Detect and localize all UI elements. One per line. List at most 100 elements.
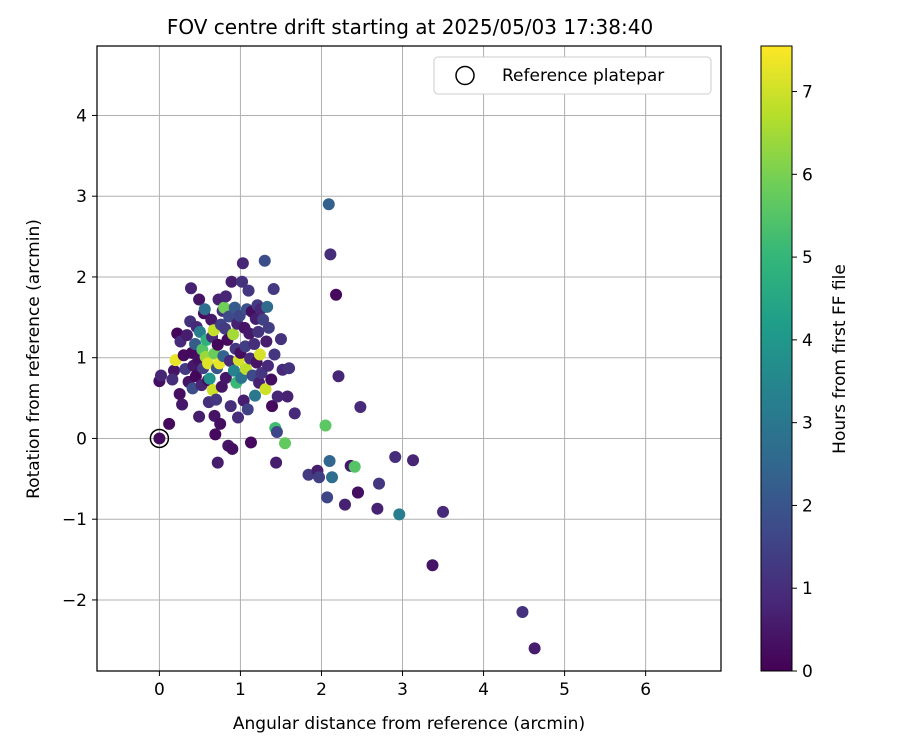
- data-point: [248, 337, 261, 350]
- data-point: [244, 436, 257, 449]
- data-point: [232, 411, 245, 424]
- data-point: [189, 370, 202, 383]
- data-point: [351, 486, 364, 499]
- chart-title: FOV centre drift starting at 2025/05/03 …: [167, 15, 653, 39]
- data-point: [371, 502, 384, 515]
- data-point: [283, 362, 296, 375]
- data-point: [167, 364, 180, 377]
- data-point: [243, 327, 256, 340]
- y-tick-label: 4: [76, 106, 87, 126]
- data-point: [323, 455, 336, 468]
- data-point: [319, 419, 332, 432]
- x-tick-label: 4: [478, 680, 489, 700]
- data-point: [176, 398, 189, 411]
- data-point: [166, 373, 179, 386]
- data-point: [270, 425, 283, 438]
- data-point: [262, 321, 275, 334]
- data-point: [271, 390, 284, 403]
- x-tick-label: 5: [559, 680, 570, 700]
- data-point: [226, 442, 239, 455]
- x-axis-ticks: 0 1 2 3 4 5 6: [154, 671, 651, 700]
- data-point: [393, 508, 406, 521]
- data-point: [205, 313, 218, 326]
- data-point: [265, 373, 278, 386]
- data-point: [225, 275, 238, 288]
- data-point: [281, 390, 294, 403]
- x-tick-label: 3: [397, 680, 408, 700]
- data-point: [324, 248, 337, 261]
- data-point: [163, 417, 176, 430]
- data-point: [268, 348, 281, 361]
- data-point: [321, 491, 334, 504]
- data-point: [219, 290, 232, 303]
- data-point: [236, 275, 249, 288]
- data-point: [332, 370, 345, 383]
- grid: [97, 46, 721, 671]
- colorbar-tick-label: 1: [802, 579, 813, 599]
- data-point: [193, 293, 206, 306]
- data-point: [338, 498, 351, 511]
- colorbar: 0 1 2 3 4 5 6 7 Hours from first FF file: [760, 45, 850, 682]
- data-point: [224, 400, 237, 413]
- y-tick-label: 1: [76, 349, 87, 369]
- data-point: [185, 282, 198, 295]
- data-point: [236, 257, 249, 270]
- data-point: [426, 559, 439, 572]
- data-point: [407, 454, 420, 467]
- colorbar-gradient: [760, 45, 793, 672]
- x-tick-label: 2: [316, 680, 327, 700]
- data-point: [389, 451, 402, 464]
- data-point: [267, 283, 280, 296]
- data-point: [155, 369, 168, 382]
- legend-label: Reference platepar: [502, 66, 664, 86]
- data-point: [326, 471, 339, 484]
- y-axis-label: Rotation from reference (arcmin): [24, 219, 44, 499]
- data-point: [242, 284, 255, 297]
- data-point: [210, 393, 223, 406]
- data-point: [348, 460, 361, 473]
- data-point: [173, 388, 186, 401]
- data-point: [218, 301, 231, 314]
- legend-marker-open-circle: [455, 65, 475, 86]
- y-tick-label: 3: [76, 187, 87, 207]
- colorbar-tick-label: 2: [802, 496, 813, 516]
- y-tick-label: 0: [76, 429, 87, 449]
- y-axis-ticks: −2 −1 0 1 2 3 4: [62, 106, 97, 611]
- colorbar-tick-label: 4: [802, 331, 813, 351]
- data-point: [274, 333, 287, 346]
- reference-point-dot: [153, 432, 166, 445]
- data-point: [528, 642, 541, 655]
- data-point: [261, 300, 274, 313]
- data-point: [279, 437, 292, 450]
- data-point: [223, 310, 236, 323]
- data-point: [209, 428, 222, 441]
- colorbar-tick-label: 6: [802, 165, 813, 185]
- data-points: [153, 198, 541, 655]
- data-point: [259, 383, 272, 396]
- data-point: [266, 400, 279, 413]
- legend-box: [433, 56, 712, 95]
- data-point: [193, 410, 206, 423]
- data-point: [241, 403, 254, 416]
- data-point: [249, 389, 262, 402]
- data-point: [219, 371, 232, 384]
- data-point: [180, 329, 193, 342]
- data-point: [330, 288, 343, 301]
- data-point: [313, 471, 326, 484]
- data-point: [227, 328, 240, 341]
- plot-frame: [96, 45, 722, 672]
- y-tick-label: −2: [62, 591, 87, 611]
- data-point: [223, 354, 236, 367]
- data-point: [252, 325, 265, 338]
- y-tick-label: −1: [62, 510, 87, 530]
- data-point: [214, 417, 227, 430]
- x-tick-label: 0: [154, 680, 165, 700]
- data-point: [198, 303, 211, 316]
- data-point: [270, 456, 283, 469]
- data-point: [260, 335, 273, 348]
- colorbar-ticks: 0 1 2 3 4 5 6 7: [792, 83, 813, 682]
- legend: Reference platepar: [433, 56, 712, 95]
- data-point: [322, 198, 335, 211]
